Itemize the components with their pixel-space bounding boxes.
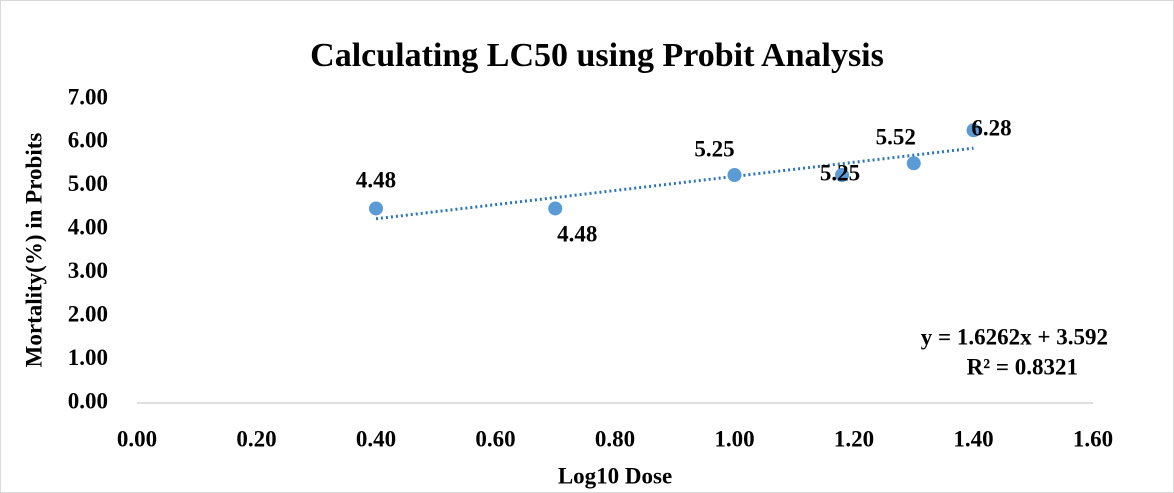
y-tick-label: 1.00 [68, 345, 108, 370]
x-tick-label: 1.40 [953, 426, 993, 451]
data-label: 4.48 [356, 168, 396, 193]
x-tick-label: 0.20 [236, 426, 276, 451]
data-point [727, 168, 742, 182]
data-point [548, 201, 563, 216]
y-axis-label: Mortality(%) in Probits [21, 133, 46, 368]
chart-title: Calculating LC50 using Probit Analysis [310, 37, 884, 74]
x-tick-label: 1.20 [834, 426, 874, 451]
data-point [369, 201, 383, 216]
x-tick-label: 0.40 [356, 426, 396, 451]
data-point [906, 156, 921, 171]
x-tick-label: 0.00 [117, 426, 157, 451]
data-label: 6.28 [971, 116, 1011, 141]
y-tick-label: 4.00 [68, 215, 108, 240]
y-tick-label: 5.00 [68, 171, 108, 196]
x-tick-label: 0.80 [595, 426, 635, 451]
x-axis-label: Log10 Dose [558, 463, 672, 488]
y-tick-label: 0.00 [68, 388, 108, 413]
y-tick-label: 3.00 [68, 258, 108, 283]
x-tick-label: 1.60 [1073, 426, 1113, 451]
data-label: 5.52 [876, 125, 916, 150]
x-tick-label: 0.60 [475, 426, 515, 451]
data-point [966, 123, 981, 138]
data-label: 4.48 [557, 222, 597, 247]
data-label: 5.25 [694, 136, 734, 161]
data-point [835, 168, 850, 182]
y-tick-label: 2.00 [68, 301, 108, 326]
data-label: 5.25 [820, 160, 860, 185]
y-tick-label: 7.00 [68, 84, 108, 109]
y-tick-label: 6.00 [68, 128, 108, 153]
trendline-r-squared: R² = 0.8321 [967, 354, 1078, 379]
x-tick-label: 1.00 [714, 426, 754, 451]
trendline [375, 146, 974, 221]
trendline-equation: y = 1.6262x + 3.592 [921, 324, 1108, 349]
